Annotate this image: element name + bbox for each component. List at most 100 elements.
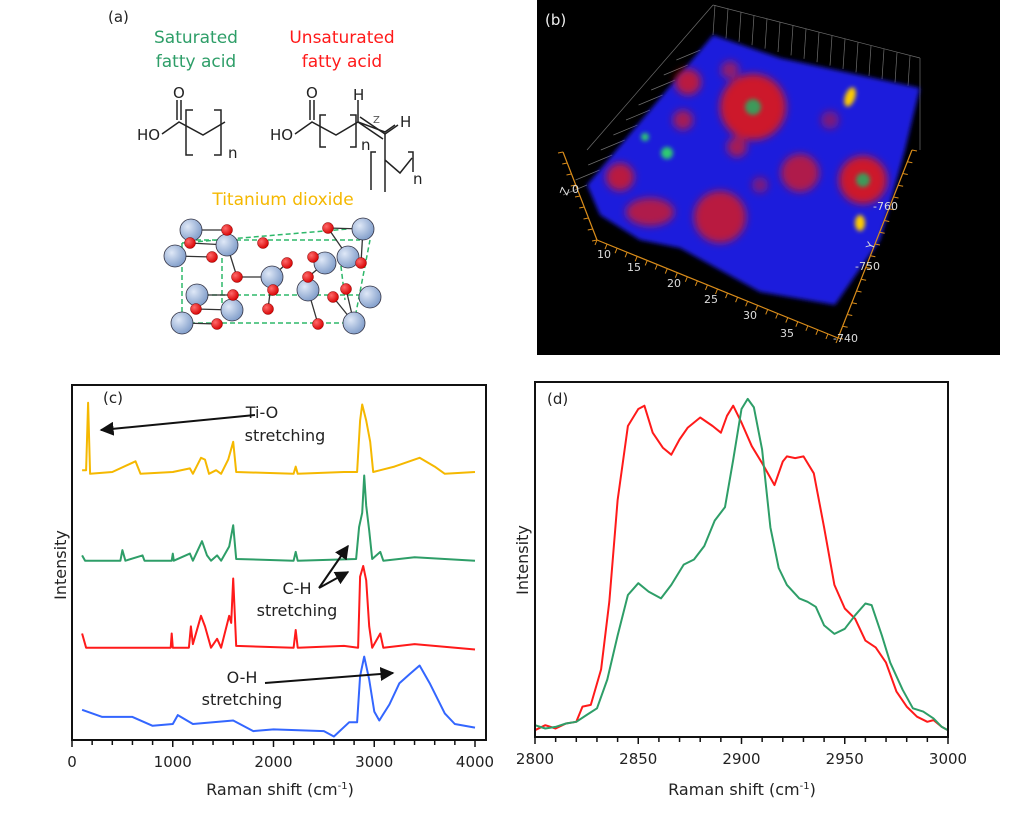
spectra-lines (81, 401, 476, 738)
annotation-o-h-line2: stretching (202, 690, 283, 709)
x-tick-label: 2800 (516, 750, 554, 768)
spectrum-line-0 (82, 401, 476, 475)
x-tick-label: 4000 (456, 753, 494, 771)
z-tick: 0 (572, 183, 579, 196)
titanium-atom (220, 298, 244, 322)
oxygen-atom (312, 318, 324, 330)
saturated-ho: HO (137, 126, 160, 144)
z-axis-label: Z (558, 185, 573, 197)
oxygen-atom (206, 251, 218, 263)
unsaturated-fatty-acid-structure (294, 100, 414, 192)
unit-cell-edge (181, 228, 349, 244)
oxygen-atom (307, 251, 319, 263)
oxygen-atom (327, 291, 339, 303)
tio2-spot (844, 87, 856, 107)
oxygen-atom (190, 303, 202, 315)
x-tick: 35 (780, 327, 794, 340)
x-tick: 25 (704, 293, 718, 306)
annotation-arrow (99, 414, 256, 436)
x-tick-label: 2900 (722, 750, 760, 768)
unsaturated-h1: H (353, 86, 364, 104)
x-tick-label: 3000 (355, 753, 393, 771)
oxygen-atom (221, 224, 233, 236)
oxygen-atom (211, 318, 223, 330)
x-tick: 10 (597, 248, 611, 261)
panel-d-label: (d) (547, 390, 568, 408)
titanium-atom (351, 217, 375, 241)
oxygen-atom (281, 257, 293, 269)
x-axis-label: Raman shift (cm-1) (668, 780, 816, 799)
oxygen-atom (355, 257, 367, 269)
annotation-arrow (318, 571, 350, 589)
annotation-c-h-line1: C-H (283, 579, 312, 598)
x-axis-label: Raman shift (cm-1) (206, 780, 354, 799)
oxygen-atom (267, 284, 279, 296)
panel-a-label: (a) (108, 8, 129, 26)
titanium-atom (215, 233, 239, 257)
3d-grid (562, 4, 921, 196)
spectrum-line-1 (534, 397, 949, 732)
oxygen-atom (322, 222, 334, 234)
oxygen-atom (184, 237, 196, 249)
annotation-ti-o-line1: Ti-O (245, 403, 279, 422)
y-tick: -740 (833, 332, 858, 345)
saturated-core (745, 99, 761, 115)
saturated-o: O (173, 84, 185, 102)
panel-a: (a) Saturated fatty acid Unsaturated fat… (108, 8, 423, 335)
spectrum-line-3 (81, 655, 476, 738)
oxygen-atom (227, 289, 239, 301)
spectrum-line-0 (534, 404, 949, 732)
unsaturated-n1: n (361, 136, 371, 154)
x-tick-label: 1000 (154, 753, 192, 771)
annotation-arrow (264, 667, 395, 684)
y-axis-label: Intensity (51, 530, 70, 600)
oxygen-atom (340, 283, 352, 295)
panel-d: 2800 2850 2900 2950 3000 (d) Raman shift (cm… (513, 381, 967, 799)
titanium-atom (313, 251, 337, 275)
oxygen-atom (262, 303, 274, 315)
titanium-atom (170, 311, 194, 335)
titanium-dioxide-lattice (163, 217, 382, 335)
y-axis-label: Y (863, 240, 878, 252)
x-tick-label: 3000 (929, 750, 967, 768)
annotation-o-h-line1: O-H (227, 668, 258, 687)
y-tick: -750 (855, 260, 880, 273)
panel-c-label: (c) (103, 389, 123, 407)
titanium-atom (163, 244, 187, 268)
titanium-dioxide-title: Titanium dioxide (211, 190, 353, 210)
unsaturated-title-line1: Unsaturated (289, 28, 394, 48)
x-tick-label: 2850 (619, 750, 657, 768)
saturated-title-line1: Saturated (154, 28, 238, 48)
x-tick-label: 0 (67, 753, 77, 771)
x-tick-label: 2000 (254, 753, 292, 771)
panel-c: 0 1000 2000 3000 4000 (c) Ti-O stretching C-… (51, 384, 494, 799)
titanium-atom (336, 245, 360, 269)
panel-b-label: (b) (545, 11, 566, 29)
unsaturated-ho: HO (270, 126, 293, 144)
unit-cell-edge (353, 239, 371, 324)
titanium-atom (358, 285, 382, 309)
spectrum-line-1 (81, 474, 476, 562)
saturated-title-line2: fatty acid (156, 52, 236, 72)
unsaturated-h2: H (400, 113, 411, 131)
axes-frame (71, 384, 487, 741)
oxygen-atom (302, 271, 314, 283)
x-tick: 15 (627, 261, 641, 274)
panel-b: (b) 10 15 20 25 30 35 -760 -750 -740 Y Z… (537, 0, 1000, 355)
saturated-n: n (228, 144, 238, 162)
annotation-c-h-line2: stretching (257, 601, 338, 620)
annotation-ti-o-line2: stretching (245, 426, 326, 445)
y-axis-label: Intensity (513, 525, 532, 595)
unsaturated-n2: n (413, 170, 423, 188)
z-configuration: Z (373, 115, 380, 126)
x-tick: 20 (667, 277, 681, 290)
oxygen-atom (257, 237, 269, 249)
titanium-atom (342, 311, 366, 335)
spectrum-line-2 (81, 565, 476, 651)
saturated-spot (661, 147, 673, 159)
unsaturated-o: O (306, 84, 318, 102)
spectra-lines (534, 397, 949, 732)
unsaturated-title-line2: fatty acid (302, 52, 382, 72)
y-tick: -760 (873, 200, 898, 213)
